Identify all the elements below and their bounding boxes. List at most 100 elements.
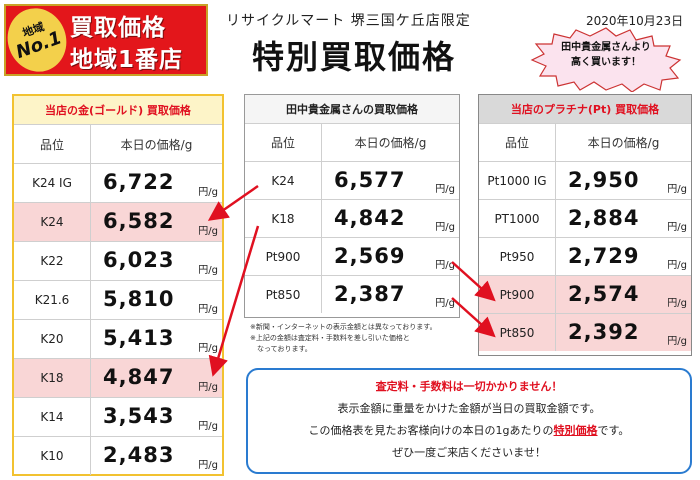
platinum-header-row: 品位 本日の価格/g — [479, 123, 691, 161]
unit-label: 円/g — [435, 298, 455, 309]
seal-no1-text: No.1 — [13, 27, 65, 64]
table-row: K10 2,483 円/g — [14, 436, 222, 475]
callout-burst — [530, 27, 682, 92]
message-line-1: 査定料・手数料は一切かかりません！ — [375, 380, 563, 393]
price-value: 6,577 — [334, 167, 406, 192]
price-value: 4,842 — [334, 205, 406, 230]
unit-label: 円/g — [198, 421, 218, 432]
table-row: K22 6,023 円/g — [14, 241, 222, 280]
gold-header-row: 品位 本日の価格/g — [14, 124, 222, 163]
tanaka-header-row: 品位 本日の価格/g — [245, 123, 459, 161]
platinum-price-table: 当店のプラチナ(Pt) 買取価格 品位 本日の価格/g Pt1000 IG 2,9… — [478, 94, 692, 356]
price-header: 本日の価格/g — [120, 137, 193, 152]
message-box: 査定料・手数料は一切かかりません！ 表示金額に重量をかけた金額が当日の買取金額で… — [246, 368, 692, 474]
table-row: Pt900 2,569 円/g — [245, 237, 459, 275]
table-row: Pt950 2,729 円/g — [479, 237, 691, 275]
message-line-2: 表示金額に重量をかけた金額が当日の買取金額です。 — [337, 402, 601, 415]
message-line-3-pre: この価格表を見たお客様向けの本日の1gあたりの — [308, 424, 554, 437]
price-value: 2,387 — [334, 281, 406, 306]
grade-cell: K24 IG — [14, 164, 91, 202]
tanaka-table-title: 田中貴金属さんの買取価格 — [245, 95, 459, 123]
unit-label: 円/g — [198, 226, 218, 237]
price-value: 2,950 — [568, 167, 640, 192]
grade-cell: PT1000 — [479, 200, 556, 237]
table-row: Pt900 2,574 円/g — [479, 275, 691, 313]
note-line: なっております。 — [250, 345, 312, 353]
grade-cell: Pt900 — [479, 276, 556, 313]
tanaka-notes: ※新聞・インターネットの表示金額とは異なっております。 ※上記の金額は査定料・手… — [250, 322, 464, 355]
price-header: 本日の価格/g — [354, 136, 427, 150]
platinum-table-title: 当店のプラチナ(Pt) 買取価格 — [479, 95, 691, 123]
grade-header: 品位 — [14, 125, 91, 163]
price-value: 3,543 — [103, 403, 175, 428]
price-value: 5,413 — [103, 325, 175, 350]
unit-label: 円/g — [667, 260, 687, 271]
note-line: ※新聞・インターネットの表示金額とは異なっております。 — [250, 323, 437, 331]
grade-cell: Pt850 — [479, 314, 556, 351]
table-row: K20 5,413 円/g — [14, 319, 222, 358]
special-price-emphasis: 特別価格 — [553, 424, 598, 437]
price-value: 4,847 — [103, 364, 175, 389]
price-value: 6,023 — [103, 247, 175, 272]
unit-label: 円/g — [198, 382, 218, 393]
unit-label: 円/g — [435, 184, 455, 195]
unit-label: 円/g — [198, 343, 218, 354]
message-line-3: この価格表を見たお客様向けの本日の1gあたりの特別価格です。 — [248, 422, 690, 438]
message-line-4: ぜひ一度ご来店くださいませ！ — [392, 446, 546, 459]
grade-cell: K22 — [14, 242, 91, 280]
badge-line-2: 地域1番店 — [70, 47, 184, 73]
price-value: 6,582 — [103, 208, 175, 233]
unit-label: 円/g — [198, 265, 218, 276]
price-value: 2,392 — [568, 319, 640, 344]
badge-line-1: 買取価格 — [70, 15, 166, 41]
table-row: Pt1000 IG 2,950 円/g — [479, 161, 691, 199]
grade-cell: K24 — [14, 203, 91, 241]
price-value: 2,569 — [334, 243, 406, 268]
grade-header: 品位 — [245, 124, 322, 161]
table-row: K18 4,842 円/g — [245, 199, 459, 237]
table-row: Pt850 2,387 円/g — [245, 275, 459, 313]
price-value: 2,574 — [568, 281, 640, 306]
price-value: 6,722 — [103, 169, 175, 194]
callout-text: 田中貴金属さんより 高く買います！ — [540, 40, 672, 70]
grade-cell: K20 — [14, 320, 91, 358]
grade-header: 品位 — [479, 124, 556, 161]
table-row: K24 6,582 円/g — [14, 202, 222, 241]
region-no1-badge: 地域 No.1 買取価格 地域1番店 — [0, 0, 208, 80]
unit-label: 円/g — [198, 460, 218, 471]
unit-label: 円/g — [198, 187, 218, 198]
unit-label: 円/g — [435, 222, 455, 233]
grade-cell: K10 — [14, 437, 91, 475]
table-row: K18 4,847 円/g — [14, 358, 222, 397]
message-line-3-post: です。 — [597, 424, 630, 437]
price-value: 5,810 — [103, 286, 175, 311]
date-label: 2020年10月23日 — [586, 14, 684, 28]
callout-line-1: 田中貴金属さんより — [561, 42, 651, 53]
note-line: ※上記の金額は査定料・手数料を差し引いた価格と — [250, 334, 410, 342]
grade-cell: Pt850 — [245, 276, 322, 313]
price-value: 2,729 — [568, 243, 640, 268]
price-header: 本日の価格/g — [587, 136, 660, 150]
table-row: K24 6,577 円/g — [245, 161, 459, 199]
table-row: K21.6 5,810 円/g — [14, 280, 222, 319]
grade-cell: K14 — [14, 398, 91, 436]
store-name: リサイクルマート 堺三国ケ丘店限定 — [226, 13, 471, 29]
table-row: Pt850 2,392 円/g — [479, 313, 691, 351]
unit-label: 円/g — [667, 298, 687, 309]
unit-label: 円/g — [198, 304, 218, 315]
gold-table-title: 当店の金(ゴールド) 買取価格 — [14, 96, 222, 124]
grade-cell: K18 — [245, 200, 322, 237]
unit-label: 円/g — [667, 184, 687, 195]
grade-cell: Pt950 — [479, 238, 556, 275]
grade-cell: K21.6 — [14, 281, 91, 319]
unit-label: 円/g — [435, 260, 455, 271]
unit-label: 円/g — [667, 222, 687, 233]
price-value: 2,483 — [103, 442, 175, 467]
table-row: K24 IG 6,722 円/g — [14, 163, 222, 202]
table-row: K14 3,543 円/g — [14, 397, 222, 436]
grade-cell: Pt1000 IG — [479, 162, 556, 199]
unit-label: 円/g — [667, 336, 687, 347]
callout-line-2: 高く買います！ — [571, 57, 641, 68]
table-row: PT1000 2,884 円/g — [479, 199, 691, 237]
grade-cell: K24 — [245, 162, 322, 199]
